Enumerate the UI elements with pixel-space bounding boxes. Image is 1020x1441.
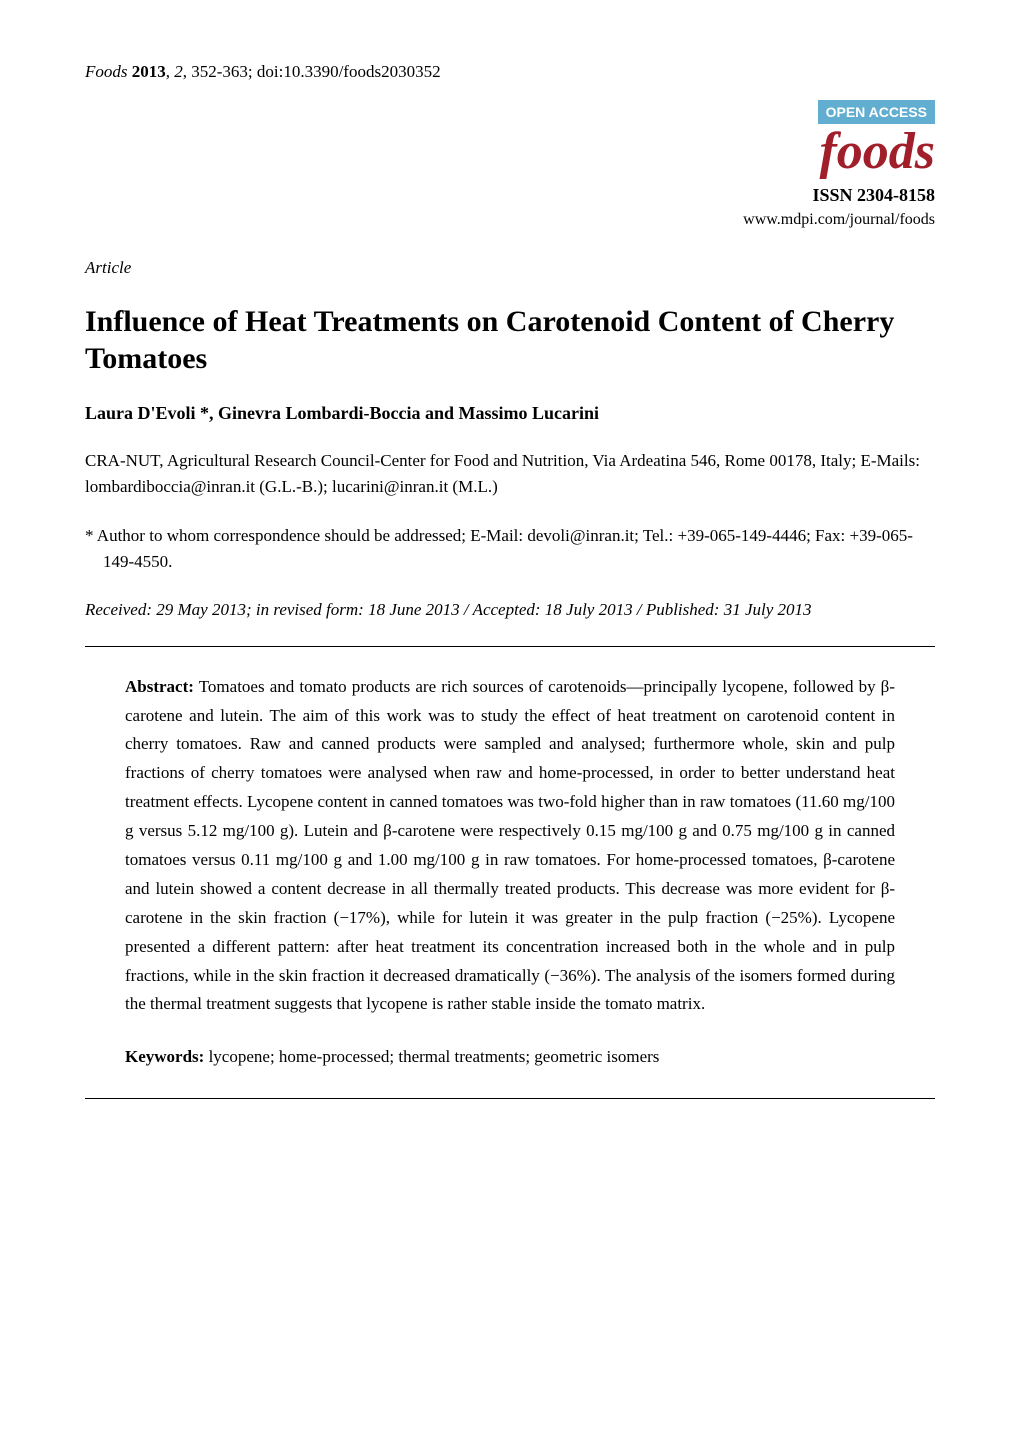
abstract-text: Tomatoes and tomato products are rich so… <box>125 677 895 1014</box>
journal-issn: ISSN 2304-8158 <box>743 182 935 208</box>
keywords-block: Keywords: lycopene; home-processed; ther… <box>85 1043 935 1072</box>
article-authors: Laura D'Evoli *, Ginevra Lombardi-Boccia… <box>85 400 935 426</box>
article-affiliation: CRA-NUT, Agricultural Research Council-C… <box>85 448 935 501</box>
journal-year: 2013 <box>132 62 166 81</box>
journal-name: Foods <box>85 62 128 81</box>
citation-mid: , <box>166 62 175 81</box>
journal-logo: foods <box>743 126 935 178</box>
correspondence: * Author to whom correspondence should b… <box>85 523 935 576</box>
article-type: Article <box>85 256 935 281</box>
article-title: Influence of Heat Treatments on Caroteno… <box>85 303 935 378</box>
article-dates: Received: 29 May 2013; in revised form: … <box>85 597 935 623</box>
keywords-heading: Keywords: <box>125 1047 204 1066</box>
journal-url: www.mdpi.com/journal/foods <box>743 208 935 231</box>
divider-bottom <box>85 1098 935 1099</box>
abstract-heading: Abstract: <box>125 677 194 696</box>
journal-citation: Foods 2013, 2, 352-363; doi:10.3390/food… <box>85 60 935 85</box>
journal-masthead: OPEN ACCESS foods ISSN 2304-8158 www.mdp… <box>743 100 935 232</box>
divider-top <box>85 646 935 647</box>
journal-volume: 2 <box>174 62 183 81</box>
abstract-block: Abstract: Tomatoes and tomato products a… <box>85 673 935 1020</box>
keywords-text: lycopene; home-processed; thermal treatm… <box>204 1047 659 1066</box>
open-access-badge: OPEN ACCESS <box>818 100 935 124</box>
citation-rest: , 352-363; doi:10.3390/foods2030352 <box>183 62 441 81</box>
